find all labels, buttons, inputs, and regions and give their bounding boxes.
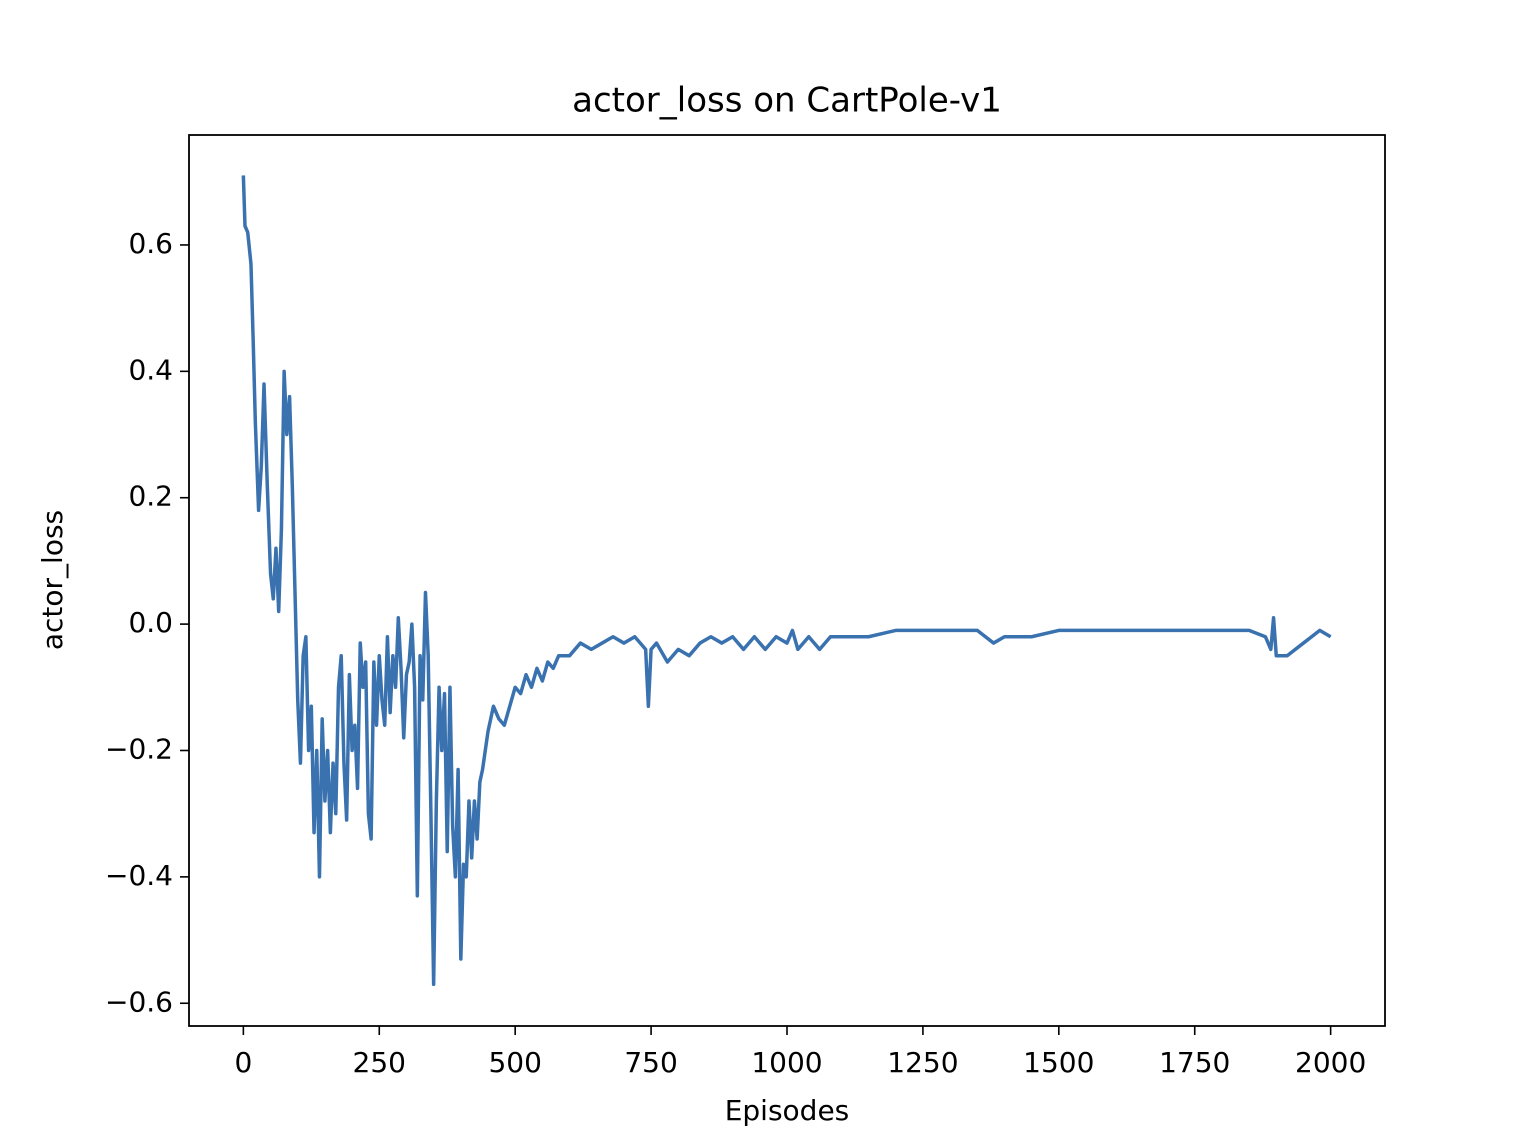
y-axis-label: actor_loss [36, 510, 69, 650]
x-axis-label: Episodes [725, 1094, 850, 1127]
x-tick-label: 500 [488, 1046, 541, 1079]
x-tick-label: 2000 [1295, 1046, 1366, 1079]
y-tick-label: 0.4 [128, 353, 173, 386]
y-tick-label: −0.2 [105, 732, 173, 765]
y-tick-label: 0.6 [128, 227, 173, 260]
line [241, 175, 1332, 987]
plot-frame [188, 134, 1386, 1027]
y-tick-label: 0.0 [128, 606, 173, 639]
x-tick-label: 1500 [1023, 1046, 1094, 1079]
y-tick-label: 0.2 [128, 480, 173, 513]
x-tick-label: 0 [234, 1046, 252, 1079]
y-tick-label: −0.4 [105, 859, 173, 892]
x-tick-label: 750 [624, 1046, 677, 1079]
x-tick-label: 1750 [1159, 1046, 1230, 1079]
chart-title: actor_loss on CartPole-v1 [572, 81, 1002, 121]
y-tick-label: −0.6 [105, 985, 173, 1018]
x-tick-label: 250 [353, 1046, 406, 1079]
x-tick-label: 1000 [751, 1046, 822, 1079]
x-tick-label: 1250 [887, 1046, 958, 1079]
